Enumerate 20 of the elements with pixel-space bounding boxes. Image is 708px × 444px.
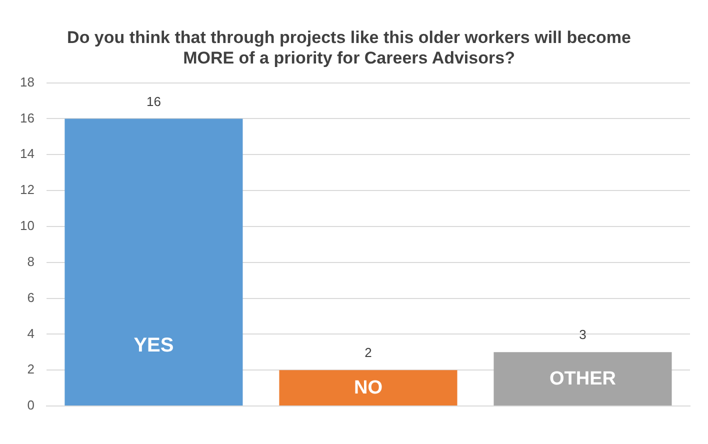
y-tick-label: 12 [20,182,34,198]
y-tick-label: 4 [27,326,34,341]
y-tick-label: 18 [20,74,34,90]
data-label: 16 [146,94,161,109]
y-tick-label: 6 [27,290,34,305]
bar [494,352,672,406]
y-tick-label: 0 [27,398,34,413]
y-tick-label: 2 [27,362,34,377]
x-tick-label: NO [354,377,382,398]
bar [64,118,243,406]
y-tick-label: 10 [20,218,34,234]
chart-title: Do you think that through projects like this older workers will become MORE of a priority for Careers Advisors? [67,28,631,68]
bar [279,370,458,406]
data-label: 3 [579,327,586,342]
y-tick-label: 16 [20,110,34,126]
x-tick-label: OTHER [549,368,616,390]
y-tick-label: 8 [27,254,34,269]
y-tick-label: 14 [20,146,34,162]
data-label: 2 [364,345,372,360]
x-tick-label: YES [134,334,174,357]
